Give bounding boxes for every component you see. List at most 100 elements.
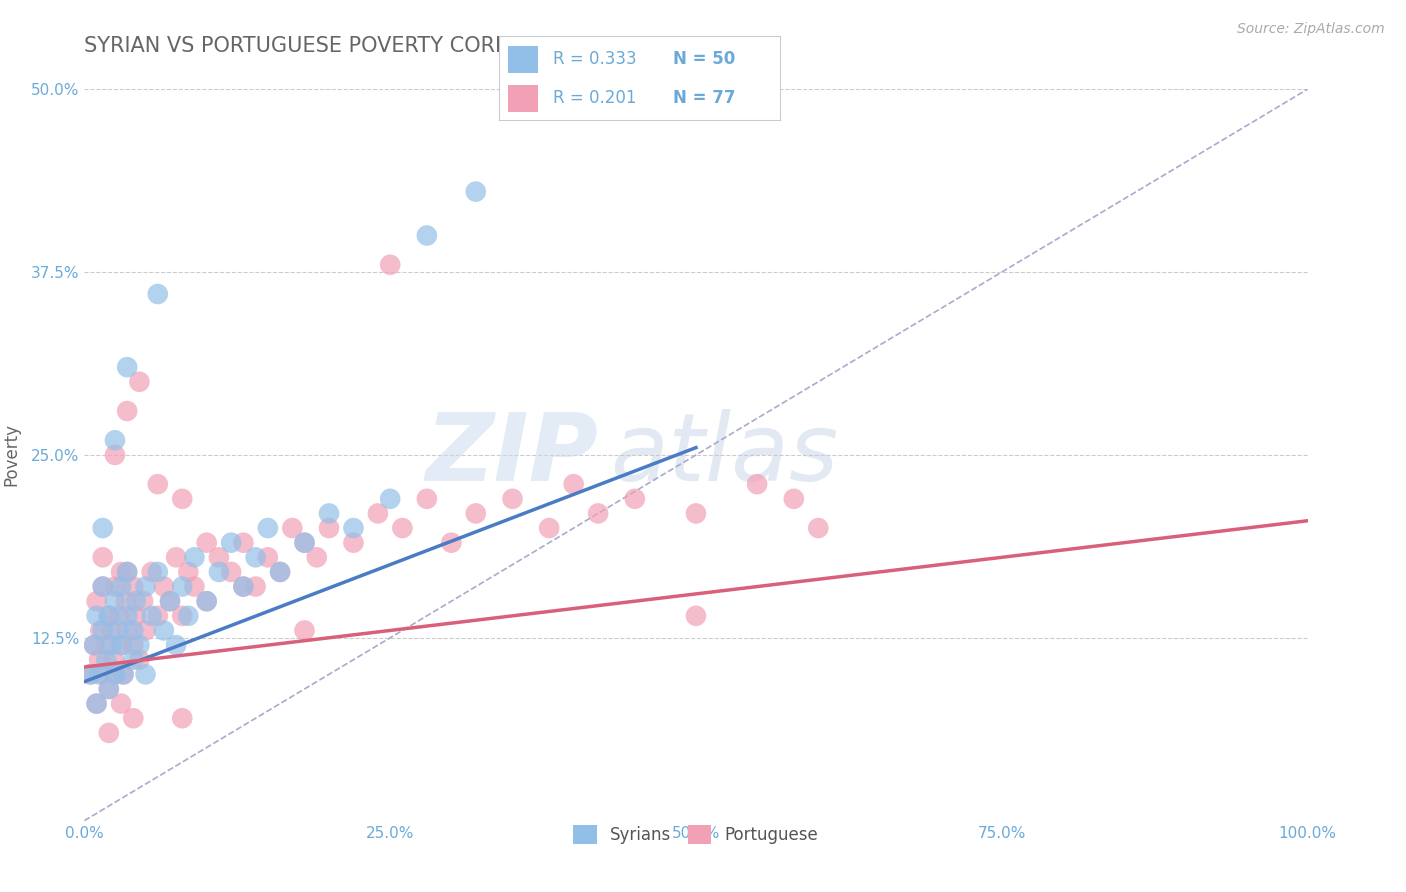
Y-axis label: Poverty: Poverty <box>1 424 20 486</box>
Point <box>122 711 145 725</box>
Point <box>115 594 138 608</box>
Point <box>269 565 291 579</box>
Point <box>245 550 267 565</box>
Point <box>219 565 242 579</box>
Point <box>464 507 486 521</box>
Point <box>86 697 108 711</box>
Text: N = 77: N = 77 <box>673 89 735 107</box>
Point <box>685 608 707 623</box>
Point <box>97 681 120 696</box>
Text: N = 50: N = 50 <box>673 51 735 69</box>
Point <box>135 667 157 681</box>
Point <box>208 565 231 579</box>
Point <box>232 580 254 594</box>
Point <box>91 580 114 594</box>
Point <box>89 624 111 638</box>
Point <box>86 608 108 623</box>
Point <box>115 565 138 579</box>
Point <box>122 638 145 652</box>
Point <box>115 360 138 375</box>
Point <box>125 594 148 608</box>
Point <box>100 638 122 652</box>
Point <box>232 580 254 594</box>
Point <box>562 477 585 491</box>
FancyBboxPatch shape <box>508 45 538 73</box>
Point <box>342 521 364 535</box>
Point <box>104 448 127 462</box>
Point <box>208 550 231 565</box>
Point <box>128 375 150 389</box>
Point <box>97 608 120 623</box>
Point <box>146 477 169 491</box>
Point <box>100 624 122 638</box>
Point <box>464 185 486 199</box>
Text: Source: ZipAtlas.com: Source: ZipAtlas.com <box>1237 22 1385 37</box>
Text: atlas: atlas <box>610 409 838 500</box>
Point <box>103 653 125 667</box>
Point <box>135 580 157 594</box>
Point <box>87 667 110 681</box>
Point <box>257 550 280 565</box>
Point <box>146 287 169 301</box>
Point <box>115 624 138 638</box>
Point <box>159 594 181 608</box>
Point <box>91 667 114 681</box>
Point <box>183 580 205 594</box>
Point <box>416 228 439 243</box>
Point <box>112 667 135 681</box>
Point <box>440 535 463 549</box>
Point <box>586 507 609 521</box>
Point <box>305 550 328 565</box>
Point <box>83 638 105 652</box>
Point <box>128 638 150 652</box>
Point <box>135 624 157 638</box>
Point <box>91 521 114 535</box>
Point <box>172 580 194 594</box>
Point <box>110 565 132 579</box>
Point <box>219 535 242 549</box>
Point <box>367 507 389 521</box>
Point <box>79 667 101 681</box>
Point <box>122 653 145 667</box>
Point <box>183 550 205 565</box>
Point <box>128 653 150 667</box>
Point <box>125 608 148 623</box>
Point <box>132 594 155 608</box>
Point <box>86 594 108 608</box>
Point <box>110 638 132 652</box>
Point <box>112 667 135 681</box>
Point <box>172 711 194 725</box>
Point <box>685 507 707 521</box>
Point <box>115 565 138 579</box>
Point <box>91 550 114 565</box>
Point <box>104 434 127 448</box>
Point <box>318 521 340 535</box>
Point <box>177 565 200 579</box>
Text: R = 0.333: R = 0.333 <box>553 51 636 69</box>
Point <box>172 491 194 506</box>
Point <box>86 697 108 711</box>
Point <box>97 608 120 623</box>
Point <box>165 550 187 565</box>
Point <box>502 491 524 506</box>
Point <box>104 594 127 608</box>
Point <box>104 667 127 681</box>
Point <box>104 667 127 681</box>
Point <box>257 521 280 535</box>
Point <box>195 594 218 608</box>
Point <box>294 535 316 549</box>
Point <box>624 491 647 506</box>
Point <box>318 507 340 521</box>
Point <box>747 477 769 491</box>
Point <box>159 594 181 608</box>
Point <box>146 608 169 623</box>
FancyBboxPatch shape <box>508 85 538 112</box>
Text: ZIP: ZIP <box>425 409 598 501</box>
Point <box>107 624 129 638</box>
Point <box>232 535 254 549</box>
Legend: Syrians, Portuguese: Syrians, Portuguese <box>565 816 827 853</box>
Point <box>97 726 120 740</box>
Point <box>153 580 176 594</box>
Point <box>172 608 194 623</box>
Point <box>96 638 118 652</box>
